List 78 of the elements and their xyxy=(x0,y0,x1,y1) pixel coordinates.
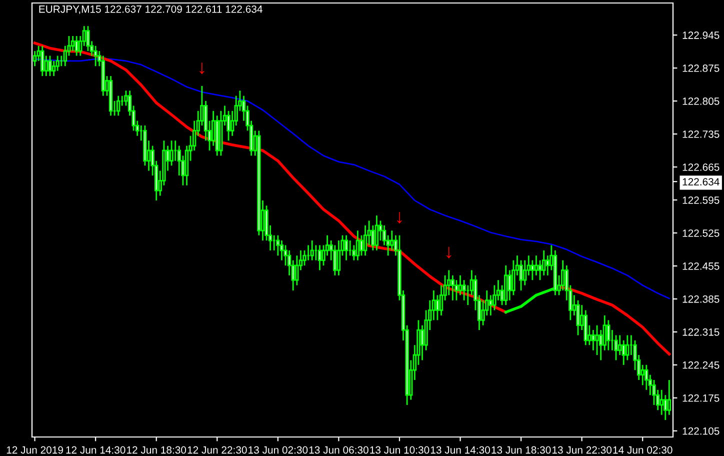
candlestick xyxy=(644,364,648,391)
candlestick xyxy=(546,254,550,276)
y-tick-label: 122.634 xyxy=(682,178,720,186)
y-tick-label: 122.525 xyxy=(682,229,720,237)
candlestick xyxy=(333,244,337,276)
candlestick xyxy=(667,379,672,416)
candlestick xyxy=(32,50,37,67)
candlestick xyxy=(56,55,60,72)
annotation: ↓ xyxy=(446,246,452,258)
candlestick xyxy=(360,234,364,256)
annotation: ↓ xyxy=(200,62,204,74)
y-tick-label: 122.735 xyxy=(682,130,720,138)
candlestick xyxy=(48,55,52,77)
candlestick xyxy=(488,294,492,316)
y-tick-label: 122.875 xyxy=(682,64,720,72)
y-tick-label: 122.455 xyxy=(682,262,720,270)
x-tick-label: 14 Jun 02:30 xyxy=(613,446,672,454)
candlestick xyxy=(595,324,599,356)
chart-title: EURJPY,M15 122.637 122.709 122.611 122.634 xyxy=(39,5,262,14)
candlestick xyxy=(295,254,299,286)
y-tick-label: 122.945 xyxy=(682,32,720,39)
candlestick xyxy=(74,35,78,56)
candlestick xyxy=(371,224,375,252)
y-tick-label: 122.595 xyxy=(682,196,720,204)
candlestick xyxy=(626,334,630,361)
y-tick-label: 122.175 xyxy=(682,394,720,402)
candlestick xyxy=(606,319,610,351)
y-tick-label: 122.385 xyxy=(682,295,720,303)
y-tick-label: 122.245 xyxy=(682,361,720,369)
candlestick xyxy=(519,260,523,292)
x-tick-label: 13 Jun 14:30 xyxy=(430,446,490,454)
x-tick-label: 12 Jun 22:30 xyxy=(188,446,247,454)
candlestick xyxy=(454,279,458,302)
candlestick xyxy=(530,260,534,281)
candlestick xyxy=(390,230,394,252)
x-tick-label: 13 Jun 10:30 xyxy=(370,446,430,454)
candlestick xyxy=(310,240,314,261)
y-tick-label: 122.315 xyxy=(682,328,720,336)
candlestick xyxy=(170,140,174,166)
candlestick xyxy=(374,214,379,252)
candlestick xyxy=(450,274,454,302)
y-tick-label: 122.105 xyxy=(682,427,720,435)
x-tick-label: 12 Jun 14:30 xyxy=(66,446,126,454)
candlestick xyxy=(664,394,668,421)
candlestick xyxy=(560,260,565,292)
y-tick-label: 122.665 xyxy=(682,163,720,171)
candlestick xyxy=(40,45,44,77)
x-tick-label: 13 Jun 22:30 xyxy=(552,446,612,454)
y-tick-label: 122.805 xyxy=(682,98,720,105)
candlestick xyxy=(538,260,542,281)
candlestick xyxy=(458,274,462,296)
candlestick xyxy=(508,269,512,302)
x-tick-label: 12 Jun 18:30 xyxy=(127,446,186,454)
candlestick xyxy=(523,260,527,286)
x-tick-label: 13 Jun 02:30 xyxy=(248,446,308,454)
annotation: ↓ xyxy=(397,212,402,224)
candlestick xyxy=(356,230,360,261)
candlestick xyxy=(276,234,280,256)
candlestick xyxy=(344,234,348,261)
candlestick xyxy=(116,95,120,116)
candlestick xyxy=(462,279,466,302)
candlestick xyxy=(336,240,341,276)
candlestick xyxy=(534,254,538,276)
x-tick-label: 12 Jun 2019 xyxy=(6,446,63,454)
candlestick xyxy=(652,379,656,406)
candlestick xyxy=(591,329,596,351)
x-tick-label: 13 Jun 06:30 xyxy=(309,446,368,454)
x-tick-label: 13 Jun 18:30 xyxy=(492,446,551,454)
candlestick xyxy=(86,25,90,52)
candlestick xyxy=(318,244,322,271)
candlestick xyxy=(436,294,440,321)
candlestick xyxy=(542,250,546,276)
candlestick xyxy=(94,45,98,67)
candlestick xyxy=(660,389,664,416)
candlestick xyxy=(618,334,622,356)
candlestick xyxy=(52,60,56,77)
candlestick xyxy=(363,224,368,256)
candlestick xyxy=(70,35,75,52)
